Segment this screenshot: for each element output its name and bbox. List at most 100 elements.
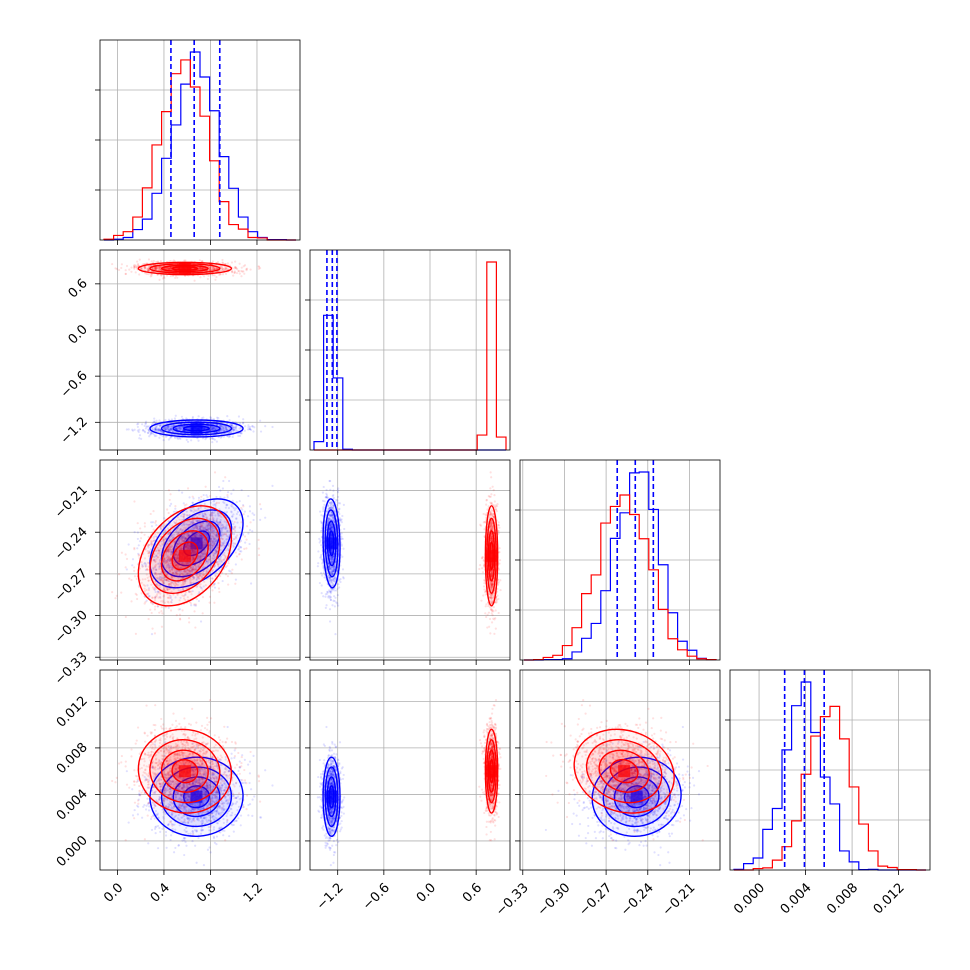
scatter-point — [149, 433, 152, 436]
scatter-point — [234, 427, 238, 430]
scatter-point — [211, 437, 214, 440]
scatter-point — [159, 429, 162, 433]
scatter-point — [248, 505, 252, 508]
scatter-point — [157, 429, 160, 432]
scatter-point — [238, 427, 241, 430]
scatter-point — [238, 434, 242, 438]
scatter-point — [195, 524, 199, 528]
scatter-point — [234, 525, 237, 528]
scatter-point — [158, 268, 161, 271]
scatter-point — [259, 419, 262, 422]
scatter-point — [199, 268, 202, 271]
scatter-point — [201, 266, 204, 270]
scatter-point — [153, 433, 156, 436]
scatter-point — [157, 267, 160, 270]
scatter-point — [159, 269, 162, 272]
scatter-point — [164, 428, 168, 431]
scatter-point — [167, 550, 170, 553]
scatter-point — [213, 274, 216, 277]
scatter-point — [155, 267, 158, 270]
scatter-point — [201, 437, 205, 440]
scatter-point — [158, 562, 161, 565]
scatter-point — [217, 521, 220, 524]
scatter-point — [138, 434, 142, 437]
scatter-point — [175, 428, 179, 431]
scatter-point — [147, 587, 151, 590]
scatter-point — [212, 517, 215, 520]
scatter-point — [159, 429, 162, 432]
scatter-point — [230, 271, 234, 274]
scatter-point — [226, 564, 229, 567]
scatter-point — [194, 524, 198, 527]
scatter-point — [136, 429, 139, 432]
scatter-point — [234, 428, 237, 431]
scatter-point — [219, 519, 222, 522]
scatter-point — [143, 430, 146, 433]
scatter-point — [133, 266, 136, 269]
scatter-point — [147, 425, 151, 428]
density-peak — [178, 262, 191, 275]
scatter-point — [230, 572, 233, 575]
scatter-point — [213, 471, 217, 474]
scatter-point — [163, 427, 166, 430]
scatter-point — [174, 427, 178, 430]
scatter-point — [249, 268, 252, 271]
scatter-point — [220, 541, 224, 544]
scatter-point — [222, 425, 225, 428]
scatter-point — [233, 267, 236, 270]
scatter-point — [199, 620, 203, 623]
scatter-point — [185, 438, 188, 441]
scatter-point — [200, 556, 203, 559]
scatter-point — [240, 550, 243, 553]
scatter-point — [216, 261, 220, 264]
density-peak — [190, 422, 203, 435]
scatter-point — [168, 498, 171, 502]
scatter-point — [222, 427, 225, 431]
scatter-point — [194, 509, 197, 512]
scatter-point — [117, 573, 121, 576]
scatter-point — [171, 425, 174, 428]
scatter-point — [201, 514, 204, 517]
scatter-point — [186, 523, 189, 526]
scatter-point — [247, 426, 250, 429]
scatter-point — [210, 512, 213, 515]
scatter-point — [174, 507, 177, 510]
scatter-point — [140, 531, 143, 534]
scatter-point — [165, 428, 168, 431]
scatter-point — [134, 271, 137, 274]
scatter-point — [183, 504, 187, 507]
scatter-point — [235, 500, 238, 504]
scatter-point — [159, 544, 162, 548]
scatter-point — [170, 427, 173, 430]
scatter-point — [133, 500, 136, 503]
scatter-point — [211, 426, 214, 430]
scatter-point — [130, 600, 133, 603]
scatter-point — [115, 594, 118, 597]
scatter-point — [199, 498, 203, 502]
scatter-point — [197, 599, 201, 603]
scatter-point — [221, 553, 224, 556]
scatter-point — [167, 267, 170, 270]
scatter-point — [206, 526, 209, 529]
scatter-point — [141, 429, 144, 432]
scatter-point — [201, 555, 205, 558]
scatter-point — [221, 261, 224, 265]
scatter-point — [125, 264, 129, 268]
scatter-point — [130, 266, 133, 269]
scatter-point — [170, 566, 173, 569]
scatter-point — [178, 529, 181, 532]
scatter-point — [191, 417, 194, 420]
scatter-point — [226, 530, 229, 533]
scatter-point — [175, 426, 178, 429]
scatter-point — [213, 267, 216, 270]
scatter-point — [238, 272, 241, 275]
scatter-point — [202, 267, 205, 270]
scatter-point — [232, 429, 235, 432]
scatter-point — [199, 506, 202, 509]
scatter-point — [231, 527, 234, 530]
scatter-point — [200, 528, 203, 531]
scatter-point — [211, 544, 214, 548]
scatter-point — [241, 534, 244, 537]
scatter-point — [155, 266, 158, 270]
scatter-point — [120, 266, 123, 270]
